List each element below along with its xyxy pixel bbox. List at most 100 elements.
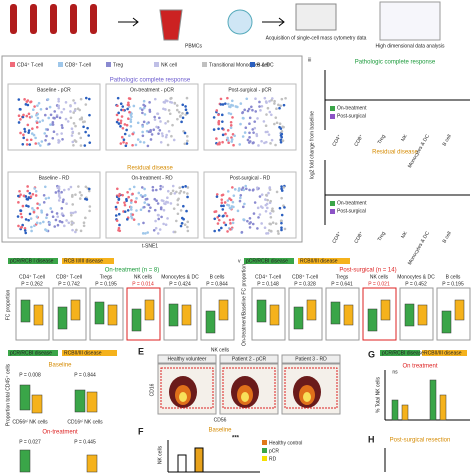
tsne-dot [229, 126, 233, 130]
tsne-dot [227, 102, 230, 106]
cell-label: CD8⁺ T-cell [56, 274, 82, 280]
tsne-dot [117, 111, 120, 115]
tsne-dot [77, 132, 81, 135]
legend-label: RCB II/III disease [64, 258, 103, 264]
tsne-dot [33, 224, 36, 228]
tsne-dot [117, 198, 121, 201]
tsne-dot [126, 209, 130, 212]
legend-label: RCBII/III disease [64, 350, 102, 356]
box [417, 304, 428, 326]
tsne-dot [274, 222, 278, 225]
tsne-dot [57, 97, 60, 101]
tsne-dot [127, 103, 130, 107]
legend-label: Treg [113, 62, 123, 68]
tsne-dot [62, 198, 65, 202]
tsne-dot [73, 109, 77, 112]
tsne-dot [116, 187, 119, 191]
tsne-dot [136, 138, 140, 141]
tsne-dot [57, 189, 60, 193]
tsne-dot [30, 132, 34, 135]
tsne-dot [165, 133, 168, 137]
tsne-dot [71, 130, 75, 134]
tsne-dot [129, 201, 133, 204]
tsne-dot [280, 97, 284, 101]
tsne-dot [279, 219, 283, 223]
tsne-dot [88, 141, 92, 144]
panel-label: H [368, 434, 375, 444]
tsne-dot [45, 213, 49, 217]
tsne-dot [256, 117, 259, 120]
tsne-dot [49, 207, 52, 210]
legend-label: pCR/RCBI disease [246, 258, 288, 264]
tsne-dot [164, 223, 168, 227]
tsne-dot [34, 136, 37, 140]
panel-label: E [138, 346, 144, 356]
p-value: P = 0.014 [132, 281, 154, 287]
tsne-dot [179, 209, 183, 212]
cell-label: CD8⁺ T-cell [292, 274, 318, 280]
tsne-dot [141, 134, 145, 138]
tsne-dot [51, 123, 55, 126]
tsne-dot [162, 199, 165, 203]
tsne-dot [127, 195, 130, 199]
tsne-dot [231, 186, 234, 189]
tsne-dot [227, 111, 231, 115]
tsne-dot [229, 112, 233, 116]
tsne-dot [60, 123, 64, 127]
tsne-dot [263, 141, 266, 145]
cell-label: B cells [210, 274, 225, 280]
tsne-dot [82, 224, 86, 228]
tsne-dot [153, 208, 157, 212]
tsne-dot [184, 108, 188, 111]
tsne-dot [215, 195, 219, 198]
tsne-dot [122, 138, 126, 142]
tsne-dot [17, 224, 20, 228]
tsne-dot [226, 136, 229, 140]
tsne-dot [19, 118, 22, 121]
legend-label: B-cell [257, 62, 270, 68]
tsne-dot [34, 189, 38, 193]
tsne-dot [266, 106, 270, 110]
box [343, 304, 354, 326]
tsne-dot [269, 199, 272, 203]
p-value: P = 0.445 [74, 439, 96, 445]
panel-label: iii [308, 57, 311, 63]
tsne-dot [118, 223, 121, 227]
category-label: NK [400, 133, 409, 143]
tsne-dot [142, 141, 146, 144]
tsne-dot [63, 224, 66, 228]
tsne-dot [280, 132, 284, 136]
tsne-dot [166, 189, 170, 193]
tsne-dot [87, 189, 91, 193]
tsne-dot [146, 144, 150, 148]
tsne-dot [57, 104, 61, 108]
tsne-dot [256, 206, 260, 210]
tsne-dot [177, 197, 180, 201]
tsne-dot [123, 132, 127, 136]
tsne-dot [78, 118, 82, 121]
tsne-dot [122, 140, 125, 144]
tsne-dot [263, 226, 267, 230]
tsne-dot [21, 143, 25, 146]
tsne-dot [239, 122, 242, 126]
tsne-dot [243, 131, 247, 134]
tsne-dot [78, 191, 82, 194]
tsne-dot [24, 103, 28, 106]
tsne-dot [159, 120, 162, 123]
box [33, 304, 44, 326]
tsne-dot [248, 116, 252, 120]
tsne-dot [213, 217, 217, 221]
tsne-dot [78, 197, 82, 200]
tsne-dot [157, 217, 160, 221]
tsne-dot [186, 229, 190, 233]
tsne-dot [30, 229, 33, 233]
tsne-dot [144, 232, 147, 235]
tsne-dot [26, 185, 29, 188]
tsne-dot [269, 212, 272, 215]
panel-title: Residual disease [372, 150, 418, 156]
tsne-dot [232, 205, 235, 209]
tsne-dot [69, 104, 72, 108]
tsne-dot [132, 104, 136, 108]
tsne-dot [168, 112, 172, 116]
tsne-dot [38, 120, 42, 124]
